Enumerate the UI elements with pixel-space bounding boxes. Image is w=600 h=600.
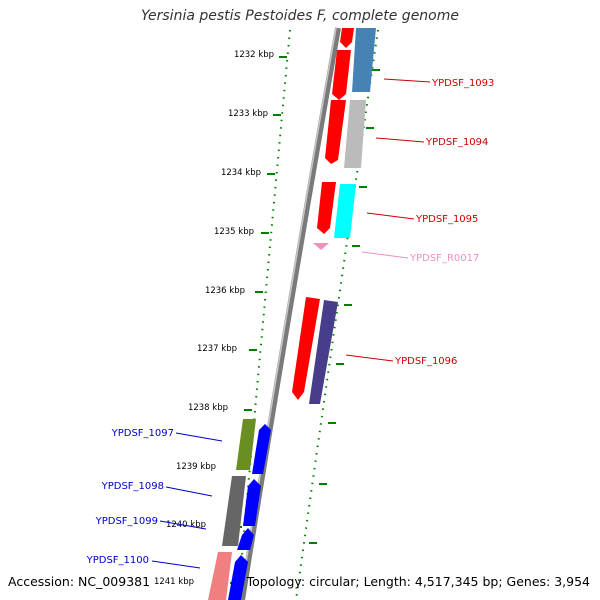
feature-ypdsf-1093-pair	[332, 28, 376, 100]
feature-label-right: YPDSF_1093	[431, 78, 494, 89]
leader-line	[361, 251, 409, 259]
leader-line	[151, 560, 201, 569]
feature-label-right: YPDSF_1095	[415, 214, 478, 225]
leader-line	[383, 78, 431, 83]
feature-ypdsf-1096-pair	[292, 297, 338, 404]
kbp-tick-label: 1233 kbp	[228, 109, 268, 119]
feature-ypdsf-1097-pair	[236, 419, 271, 474]
leader-line	[165, 486, 213, 497]
topology-label: Topology: circular; Length: 4,517,345 bp…	[246, 574, 590, 589]
feature-label-left: YPDSF_1100	[86, 555, 149, 566]
kbp-tick-label: 1232 kbp	[234, 50, 274, 60]
feature-label-right: YPDSF_R0017	[409, 253, 479, 264]
leader-line	[175, 432, 223, 442]
kbp-tick-label: 1241 kbp	[154, 577, 194, 587]
accession-label: Accession: NC_009381	[8, 574, 151, 589]
kbp-tick-label: 1240 kbp	[166, 520, 206, 530]
kbp-tick-label: 1237 kbp	[197, 344, 237, 354]
kbp-tick-label: 1239 kbp	[176, 462, 216, 472]
feature-ypdsf-r0017	[313, 243, 329, 250]
feature-label-left: YPDSF_1097	[111, 428, 174, 439]
leader-line	[366, 212, 415, 220]
kbp-tick-label: 1236 kbp	[205, 286, 245, 296]
feature-label-left: YPDSF_1098	[101, 481, 164, 492]
feature-ypdsf-1100-pair	[208, 552, 248, 600]
feature-ypdsf-1099-pair	[237, 528, 254, 550]
leader-line	[345, 354, 394, 362]
kbp-tick-label: 1234 kbp	[221, 168, 261, 178]
leader-line	[375, 137, 425, 143]
kbp-tick-label: 1235 kbp	[214, 227, 254, 237]
feature-ypdsf-1098-pair	[222, 476, 261, 546]
leader-line	[159, 520, 207, 530]
map-title: Yersinia pestis Pestoides F, complete ge…	[141, 8, 459, 24]
feature-ypdsf-1095-pair	[317, 182, 356, 238]
kbp-tick-label: 1238 kbp	[188, 403, 228, 413]
feature-label-left: YPDSF_1099	[95, 516, 158, 527]
feature-label-right: YPDSF_1096	[394, 356, 457, 367]
feature-label-right: YPDSF_1094	[425, 137, 488, 148]
feature-ypdsf-1094-pair	[325, 100, 366, 168]
